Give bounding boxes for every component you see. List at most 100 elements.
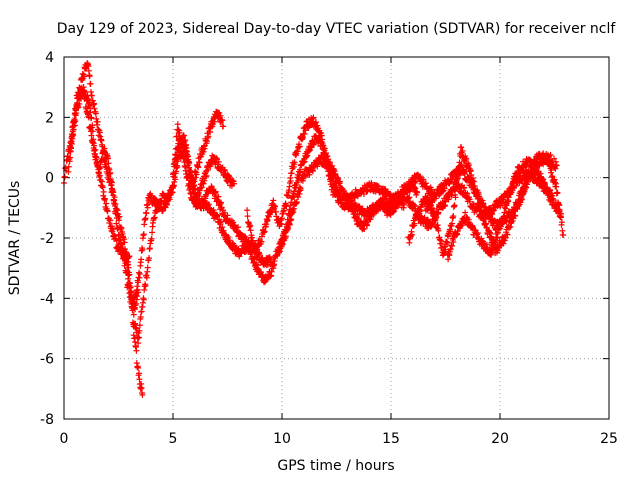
series-sat-a [61,60,146,398]
data-point [126,253,133,260]
series-sat-h [244,114,408,253]
data-point [244,207,251,214]
data-point [122,257,129,264]
data-point [149,229,156,236]
data-point [148,235,155,242]
data-point [107,217,114,224]
data-point [92,146,99,153]
data-point [119,248,126,255]
y-tick-label: -8 [40,412,54,428]
data-point [86,73,93,80]
series-sat-e [130,121,238,347]
data-point [144,264,151,271]
data-point [135,370,142,377]
data-point [220,123,227,130]
data-point [130,311,137,318]
data-point [90,139,97,146]
data-point [91,100,98,107]
y-tick-label: -2 [40,231,54,247]
x-tick-label: 10 [273,431,291,447]
data-point [140,231,147,238]
data-point [135,340,142,347]
data-point [217,112,224,119]
data-point [554,189,561,196]
data-point [219,117,226,124]
data-point [65,168,72,175]
data-point [68,140,75,147]
data-point [61,173,68,180]
data-point [143,210,150,217]
data-point [458,144,465,151]
data-points [61,60,567,398]
series-sat-c [67,84,142,318]
data-point [70,123,77,130]
data-point [87,80,94,87]
data-point [94,118,101,125]
data-point [462,209,469,216]
data-point [553,183,560,190]
x-tick-label: 15 [382,431,400,447]
data-point [115,224,122,231]
data-point [133,347,140,354]
data-point [195,164,202,171]
data-point [71,116,78,123]
data-point [142,282,149,289]
data-point [99,184,106,191]
data-point [142,215,149,222]
data-point [82,93,89,100]
data-point [104,208,111,215]
data-point [135,364,142,371]
data-point [139,246,146,253]
data-point [108,179,115,186]
y-tick-label: -4 [40,291,54,307]
data-point [107,169,114,176]
data-point [113,237,120,244]
data-point [131,299,138,306]
data-point [112,210,119,217]
data-point [103,200,110,207]
data-point [124,269,131,276]
data-point [95,126,102,133]
data-point [88,132,95,139]
data-point [247,227,254,234]
data-point [143,274,150,281]
data-point [98,157,105,164]
data-point [115,232,122,239]
data-point [174,121,181,128]
y-tick-label: 0 [45,171,54,187]
data-point [288,170,295,177]
data-point [180,132,187,139]
data-point [130,299,137,306]
data-point [101,195,108,202]
data-point [144,204,151,211]
data-point [139,391,146,398]
x-tick-label: 20 [491,431,509,447]
data-point [135,334,142,341]
y-tick-label: 2 [45,110,54,126]
data-point [81,87,88,94]
data-point [92,110,99,117]
data-point [86,99,93,106]
data-point [445,256,452,263]
data-point [134,283,141,290]
data-point [160,191,167,198]
data-point [196,159,203,166]
data-point [560,231,567,238]
chart-title: Day 129 of 2023, Sidereal Day-to-day VTE… [57,21,617,37]
data-point [73,102,80,109]
data-point [138,256,145,263]
data-point [94,158,101,165]
data-point [146,255,153,262]
data-point [71,111,78,118]
y-axis-label: SDTVAR / TECUs [7,181,23,296]
data-point [111,201,118,208]
data-point [244,213,251,220]
data-point [81,73,88,80]
data-point [136,322,143,329]
axis-ticks: 0 5 10 15 20 25 -8 -6 -4 -2 0 2 4 [40,50,618,447]
data-point [205,133,212,140]
data-point [69,132,76,139]
data-point [125,284,132,291]
data-point [136,327,143,334]
